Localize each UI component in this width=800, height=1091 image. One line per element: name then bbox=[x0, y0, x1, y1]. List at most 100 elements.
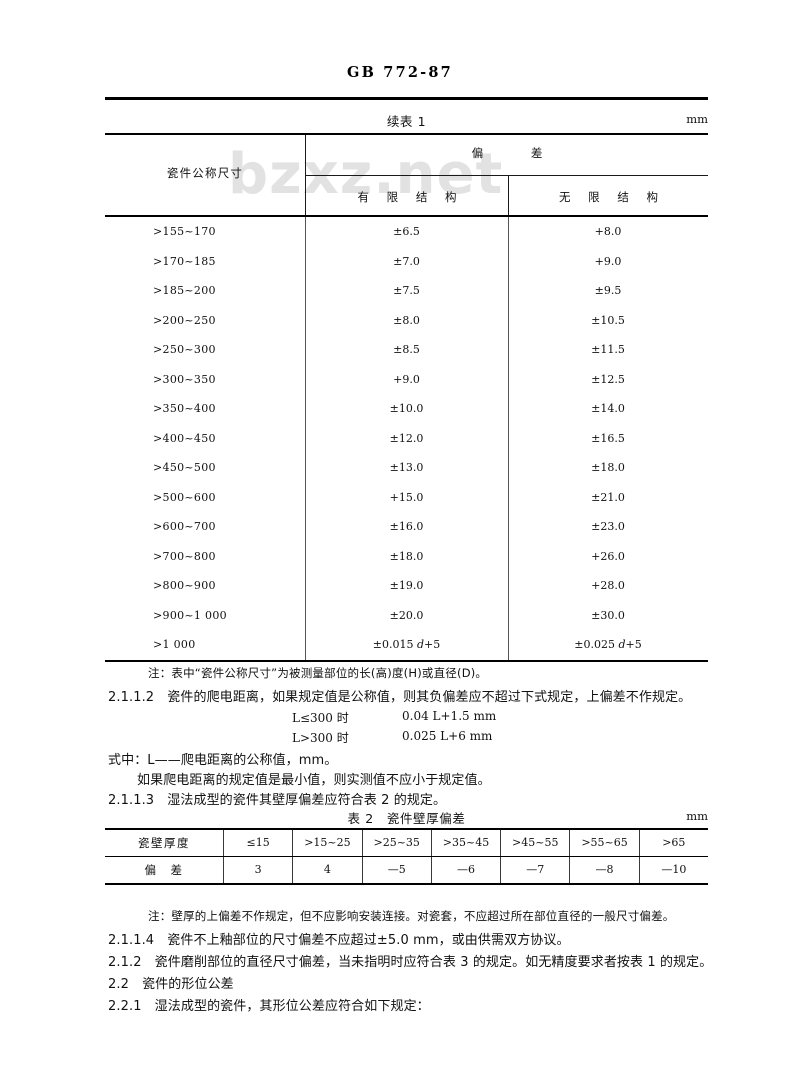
cell-finite-structure: ±7.0 bbox=[393, 254, 420, 268]
cell-finite-structure: ±8.5 bbox=[393, 343, 420, 357]
cell-nominal-size: >185~200 bbox=[153, 284, 216, 298]
cell-infinite-structure: ±10.5 bbox=[591, 313, 625, 327]
cell-infinite-structure: ±14.0 bbox=[591, 402, 625, 416]
cell-infinite-structure: +9.0 bbox=[594, 254, 622, 268]
cell-finite-structure: ±20.0 bbox=[389, 608, 424, 622]
cell-nominal-size: >800~900 bbox=[153, 579, 216, 593]
cell-nominal-size: >350~400 bbox=[153, 402, 216, 416]
formula-1-condition: L≤300 时 bbox=[292, 711, 349, 725]
cell-nominal-size: >155~170 bbox=[153, 225, 216, 239]
cell-nominal-size: >500~600 bbox=[153, 490, 216, 504]
table1: 瓷件公称尺寸 偏 差 有 限 结 构 无 限 结 构 >155~170 ±6.5 +… bbox=[105, 133, 708, 662]
cell-deviation: —7 bbox=[500, 857, 569, 883]
table-row: >170~185 ±7.0 +9.0 bbox=[105, 247, 708, 277]
cell-infinite-structure: ±0.025 d+5 bbox=[574, 638, 642, 652]
formula-2-value: 0.025 L+6 mm bbox=[402, 729, 493, 743]
table-row: >185~200 ±7.5 ±9.5 bbox=[105, 276, 708, 306]
cell-nominal-size: >600~700 bbox=[153, 520, 216, 534]
table1-col-header-deviation: 偏 差 bbox=[471, 146, 565, 160]
table2-row-label: 瓷壁厚度 bbox=[138, 836, 190, 850]
cell-finite-structure: ±16.0 bbox=[389, 520, 424, 534]
table-row: >500~600 +15.0 ±21.0 bbox=[105, 483, 708, 513]
cell-finite-structure: ±18.0 bbox=[389, 549, 424, 563]
table-row: >600~700 ±16.0 ±23.0 bbox=[105, 512, 708, 542]
clause-2-1-1-2: 2.1.1.2 瓷件的爬电距离，如果规定值是公称值，则其负偏差应不超过下式规定，… bbox=[108, 690, 692, 705]
table2-mid-rule bbox=[105, 856, 708, 857]
table2: 瓷壁厚度 ≤15 >15~25 >25~35 >35~45 >45~55 >55~65 >65… bbox=[105, 828, 708, 885]
cell-deviation: 3 bbox=[223, 857, 292, 883]
cell-finite-structure: ±10.0 bbox=[389, 402, 424, 416]
cell-infinite-structure: ±9.5 bbox=[594, 284, 622, 298]
cell-thickness: ≤15 bbox=[223, 830, 292, 856]
cell-finite-structure: +9.0 bbox=[393, 372, 420, 386]
table1-header: 瓷件公称尺寸 偏 差 有 限 结 构 无 限 结 构 bbox=[105, 135, 708, 215]
table2-unit: mm bbox=[686, 809, 708, 823]
table1-body-divider-2 bbox=[508, 217, 509, 660]
cell-finite-structure: ±0.015 d+5 bbox=[372, 638, 441, 652]
cell-infinite-structure: ±16.5 bbox=[591, 431, 625, 445]
clause-where: 式中：L——爬电距离的公称值，mm。 bbox=[108, 753, 338, 768]
cell-infinite-structure: +26.0 bbox=[591, 549, 625, 563]
formula-1-value: 0.04 L+1.5 mm bbox=[402, 709, 497, 723]
table2-row-label: 偏 差 bbox=[144, 863, 184, 877]
cell-deviation: —5 bbox=[361, 857, 431, 883]
table1-col-header-size: 瓷件公称尺寸 bbox=[166, 166, 244, 180]
clause-2-1-2: 2.1.2 瓷件磨削部位的直径尺寸偏差，当未指明时应符合表 3 的规定。如无精度… bbox=[108, 955, 713, 970]
table2-caption-row: 表 2 瓷件壁厚偏差 mm bbox=[105, 808, 708, 826]
table2-row-deviation: 偏 差 3 4 —5 —6 —7 —8 —10 bbox=[105, 857, 708, 883]
table2-caption: 表 2 瓷件壁厚偏差 bbox=[347, 811, 466, 826]
table1-body-divider-1 bbox=[305, 217, 306, 660]
cell-nominal-size: >1 000 bbox=[153, 638, 196, 652]
cell-infinite-structure: +28.0 bbox=[591, 579, 625, 593]
table1-bottom-rule bbox=[105, 659, 708, 662]
watermark: bzxz.net bbox=[228, 142, 504, 207]
standard-number: GB 772-87 bbox=[347, 64, 453, 81]
cell-nominal-size: >250~300 bbox=[153, 343, 216, 357]
table-row: >1 000 ±0.015 d+5 ±0.025 d+5 bbox=[105, 630, 708, 660]
table1-header-bottom-rule bbox=[105, 215, 708, 217]
cell-infinite-structure: ±18.0 bbox=[591, 461, 625, 475]
table-row: >400~450 ±12.0 ±16.5 bbox=[105, 424, 708, 454]
formula-2-condition: L>300 时 bbox=[292, 731, 349, 745]
cell-finite-structure: ±6.5 bbox=[393, 225, 420, 239]
table1-header-subrule bbox=[305, 175, 708, 176]
cell-thickness: >45~55 bbox=[500, 830, 569, 856]
table2-bottom-rule bbox=[105, 883, 708, 885]
cell-deviation: 4 bbox=[292, 857, 361, 883]
cell-finite-structure: +15.0 bbox=[389, 490, 424, 504]
table2-row-thickness: 瓷壁厚度 ≤15 >15~25 >25~35 >35~45 >45~55 >55~65 >65 bbox=[105, 830, 708, 856]
cell-nominal-size: >400~450 bbox=[153, 431, 216, 445]
header-rule bbox=[105, 97, 708, 100]
cell-nominal-size: >300~350 bbox=[153, 372, 216, 386]
table-row: >350~400 ±10.0 ±14.0 bbox=[105, 394, 708, 424]
cell-finite-structure: ±12.0 bbox=[389, 431, 424, 445]
table-row: >450~500 ±13.0 ±18.0 bbox=[105, 453, 708, 483]
table1-caption-row: 续表 1 mm bbox=[105, 111, 708, 129]
clause-2-1-1-3: 2.1.1.3 湿法成型的瓷件其壁厚偏差应符合表 2 的规定。 bbox=[108, 793, 447, 808]
table-row: >155~170 ±6.5 +8.0 bbox=[105, 217, 708, 247]
cell-thickness: >15~25 bbox=[292, 830, 361, 856]
table2-top-rule bbox=[105, 828, 708, 830]
cell-nominal-size: >200~250 bbox=[153, 313, 216, 327]
cell-nominal-size: >450~500 bbox=[153, 461, 216, 475]
table1-note: 注：表中“瓷件公称尺寸”为被测量部位的长(高)度(H)或直径(D)。 bbox=[148, 666, 488, 680]
table-row: >200~250 ±8.0 ±10.5 bbox=[105, 306, 708, 336]
cell-deviation: —8 bbox=[569, 857, 638, 883]
table-row: >800~900 ±19.0 +28.0 bbox=[105, 571, 708, 601]
table2-note: 注：壁厚的上偏差不作规定，但不应影响安装连接。对瓷套，不应超过所在部位直径的一般… bbox=[148, 909, 675, 923]
cell-thickness: >65 bbox=[638, 830, 708, 856]
cell-thickness: >25~35 bbox=[361, 830, 431, 856]
cell-nominal-size: >170~185 bbox=[153, 254, 216, 268]
cell-nominal-size: >900~1 000 bbox=[153, 608, 227, 622]
cell-infinite-structure: ±21.0 bbox=[591, 490, 625, 504]
clause-2-2: 2.2 瓷件的形位公差 bbox=[108, 977, 234, 992]
table1-col-header-infinite: 无 限 结 构 bbox=[559, 190, 665, 204]
table-row: >250~300 ±8.5 ±11.5 bbox=[105, 335, 708, 365]
cell-infinite-structure: ±23.0 bbox=[591, 520, 625, 534]
cell-nominal-size: >700~800 bbox=[153, 549, 216, 563]
cell-thickness: >35~45 bbox=[430, 830, 500, 856]
cell-infinite-structure: ±11.5 bbox=[591, 343, 625, 357]
table1-top-rule bbox=[105, 133, 708, 135]
cell-finite-structure: ±19.0 bbox=[389, 579, 424, 593]
